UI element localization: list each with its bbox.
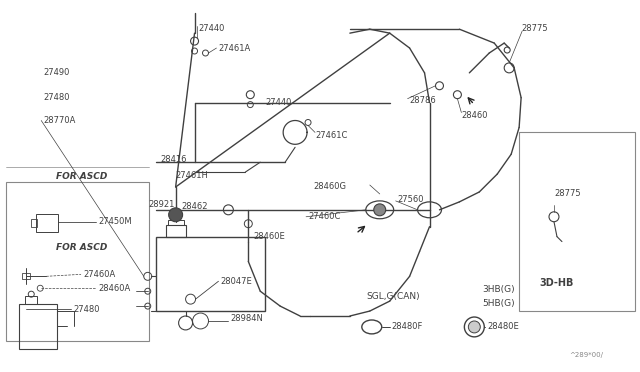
Text: 27461H: 27461H bbox=[175, 171, 209, 180]
Text: 27461C: 27461C bbox=[315, 131, 348, 140]
Text: 28480F: 28480F bbox=[392, 323, 423, 331]
Text: 28480E: 28480E bbox=[487, 323, 519, 331]
Text: 27490: 27490 bbox=[44, 68, 70, 77]
Text: 27440: 27440 bbox=[198, 24, 225, 33]
Text: 28460A: 28460A bbox=[98, 284, 130, 293]
Bar bbox=[519, 132, 635, 311]
Text: 27450M: 27450M bbox=[98, 217, 132, 226]
Bar bbox=[6, 182, 148, 341]
Bar bbox=[22, 273, 30, 279]
Text: 27460A: 27460A bbox=[83, 270, 115, 279]
Bar bbox=[36, 214, 58, 232]
Bar bbox=[166, 225, 186, 237]
Text: 28047E: 28047E bbox=[220, 277, 252, 286]
Text: 28460G: 28460G bbox=[313, 183, 346, 192]
Text: 27440: 27440 bbox=[265, 98, 292, 107]
Text: 28775: 28775 bbox=[554, 189, 580, 198]
Text: ^289*00/: ^289*00/ bbox=[569, 352, 603, 358]
Text: 27460C: 27460C bbox=[308, 212, 340, 221]
Circle shape bbox=[468, 321, 480, 333]
Text: 28786: 28786 bbox=[410, 96, 436, 105]
Circle shape bbox=[169, 208, 182, 222]
Text: SGL,G(CAN): SGL,G(CAN) bbox=[367, 292, 420, 301]
Text: 28460E: 28460E bbox=[253, 232, 285, 241]
Text: 28770A: 28770A bbox=[44, 116, 76, 125]
Bar bbox=[31, 219, 37, 227]
Text: 28460: 28460 bbox=[461, 111, 488, 120]
Text: 27480: 27480 bbox=[73, 305, 100, 314]
Text: 3HB(G): 3HB(G) bbox=[483, 285, 515, 294]
Text: 28462: 28462 bbox=[181, 202, 207, 211]
Text: FOR ASCD: FOR ASCD bbox=[56, 243, 108, 252]
Text: 5HB(G): 5HB(G) bbox=[483, 299, 515, 308]
Bar bbox=[168, 220, 184, 225]
Text: 28775: 28775 bbox=[521, 24, 548, 33]
Bar bbox=[19, 304, 57, 349]
Text: 28921: 28921 bbox=[148, 201, 175, 209]
Text: 27480: 27480 bbox=[44, 93, 70, 102]
Text: 28984N: 28984N bbox=[230, 314, 263, 324]
Bar bbox=[156, 237, 265, 311]
Text: 3D-HB: 3D-HB bbox=[539, 278, 573, 288]
Circle shape bbox=[374, 204, 386, 216]
Bar bbox=[26, 296, 37, 304]
Text: 27560: 27560 bbox=[397, 195, 424, 204]
Text: 27461A: 27461A bbox=[218, 44, 251, 52]
Text: FOR ASCD: FOR ASCD bbox=[56, 171, 108, 180]
Text: 28416: 28416 bbox=[161, 155, 187, 164]
